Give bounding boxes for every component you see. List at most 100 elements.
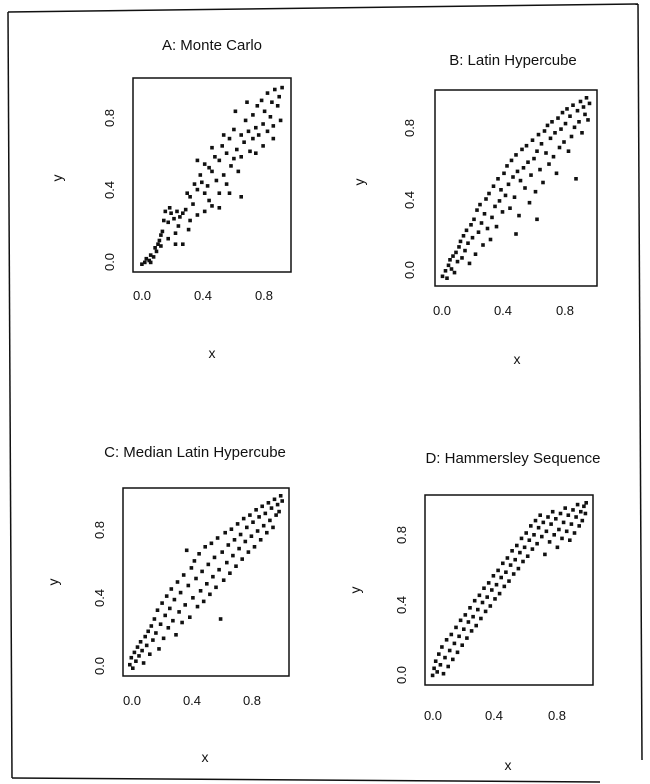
data-point xyxy=(277,94,281,99)
data-point xyxy=(232,538,237,542)
data-point xyxy=(445,276,449,280)
data-point xyxy=(225,560,229,565)
data-point xyxy=(451,254,455,258)
data-point xyxy=(487,191,491,196)
data-point xyxy=(151,255,156,259)
data-point xyxy=(233,109,238,114)
data-point xyxy=(472,598,477,603)
frame-top xyxy=(7,3,639,13)
data-point xyxy=(268,115,273,119)
data-point xyxy=(473,252,478,256)
data-point xyxy=(518,550,522,555)
frame-left xyxy=(7,11,13,779)
data-point xyxy=(466,620,471,624)
data-point xyxy=(159,233,163,237)
data-point xyxy=(446,664,450,669)
y-tick-labels: 0.0 0.4 0.8 xyxy=(402,119,417,279)
x-axis-label: x xyxy=(514,351,521,367)
data-point xyxy=(176,224,181,228)
data-point xyxy=(448,258,452,262)
data-point xyxy=(148,260,153,265)
data-point xyxy=(520,147,524,152)
data-point xyxy=(254,151,258,155)
x-tick-labels: 0.0 0.4 0.8 xyxy=(424,708,566,723)
data-point xyxy=(514,232,518,236)
scatter-points xyxy=(140,85,284,266)
data-point xyxy=(194,576,198,581)
data-point xyxy=(221,133,226,137)
data-point xyxy=(195,604,200,609)
data-point xyxy=(252,545,257,549)
x-tick-label: 0.0 xyxy=(123,693,141,708)
data-point xyxy=(521,559,525,564)
data-point xyxy=(273,87,277,92)
data-point xyxy=(580,131,584,135)
data-point xyxy=(210,145,214,150)
data-point xyxy=(166,236,170,241)
data-point xyxy=(451,657,455,662)
data-point xyxy=(274,513,278,517)
data-point xyxy=(494,224,499,229)
data-point xyxy=(554,517,558,521)
data-point xyxy=(432,666,436,671)
data-point xyxy=(236,169,241,174)
data-point xyxy=(206,562,211,567)
data-point xyxy=(527,200,532,205)
data-point xyxy=(550,509,555,514)
data-point xyxy=(153,246,157,250)
data-point xyxy=(254,508,258,512)
data-point xyxy=(255,104,260,108)
panel-title: A: Monte Carlo xyxy=(162,37,262,54)
data-point xyxy=(502,171,506,176)
data-point xyxy=(515,543,519,548)
data-point xyxy=(569,134,574,139)
data-point xyxy=(494,582,499,587)
data-point xyxy=(227,136,232,141)
data-point xyxy=(239,133,243,137)
data-point xyxy=(207,198,211,203)
data-point xyxy=(568,538,572,542)
x-tick-labels: 0.0 0.4 0.8 xyxy=(123,693,261,708)
data-point xyxy=(248,513,252,517)
data-point xyxy=(541,180,545,185)
data-point xyxy=(538,513,542,517)
data-point xyxy=(260,504,264,509)
scatter-points xyxy=(128,494,284,670)
data-point xyxy=(164,594,169,598)
data-point xyxy=(532,156,536,161)
data-point xyxy=(444,638,449,642)
data-point xyxy=(559,127,563,131)
data-point xyxy=(188,615,192,619)
data-point xyxy=(480,600,485,605)
data-point xyxy=(249,534,254,538)
data-point xyxy=(201,599,206,604)
data-point xyxy=(582,504,586,509)
data-point xyxy=(234,564,238,568)
data-point xyxy=(500,210,505,214)
data-point xyxy=(533,518,538,523)
data-point xyxy=(437,652,441,656)
data-point xyxy=(452,641,457,646)
data-point xyxy=(507,579,511,583)
data-point xyxy=(239,155,243,159)
data-point xyxy=(469,629,474,633)
data-point xyxy=(521,166,526,170)
data-point xyxy=(181,211,185,215)
y-tick-label: 0.0 xyxy=(102,253,117,271)
data-point xyxy=(482,212,487,216)
data-point xyxy=(141,661,146,665)
data-point xyxy=(517,213,521,218)
x-tick-label: 0.0 xyxy=(433,303,451,318)
data-point xyxy=(466,241,470,245)
y-axis-label: y xyxy=(351,179,367,186)
data-point xyxy=(575,502,580,507)
data-point xyxy=(135,645,140,649)
data-point xyxy=(530,547,535,551)
data-point xyxy=(209,541,214,546)
y-tick-labels: 0.0 0.4 0.8 xyxy=(102,109,117,271)
panel-latin-hypercube: B: Latin Hypercube 0.0 0.4 0.8 0.0 0.4 0… xyxy=(351,52,598,367)
data-point xyxy=(583,511,588,516)
data-point xyxy=(514,153,518,157)
data-point xyxy=(493,597,497,601)
data-point xyxy=(220,144,224,148)
